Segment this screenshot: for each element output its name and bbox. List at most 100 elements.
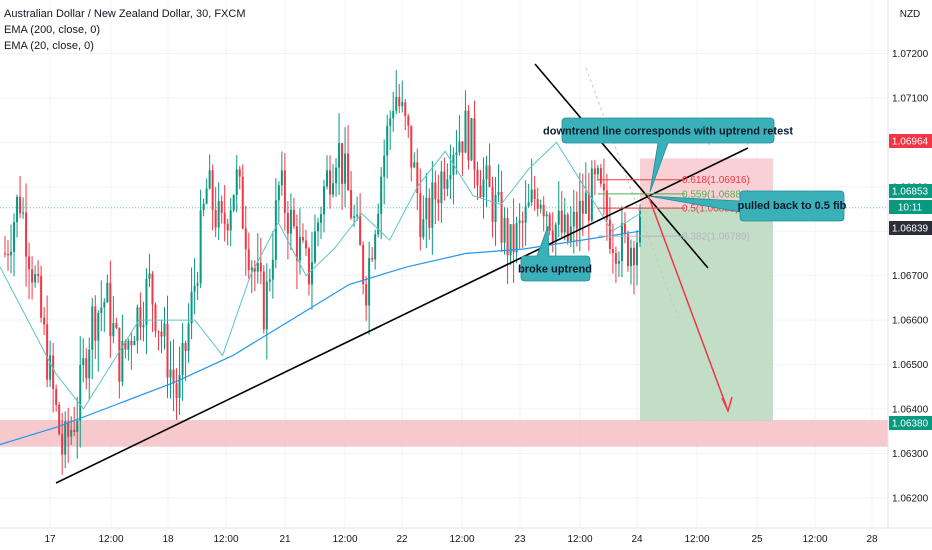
candle-body [632, 247, 635, 266]
candle-body [130, 340, 133, 346]
price-badge: 1.06853 [889, 184, 932, 198]
candle-body [187, 323, 190, 351]
candle-body [169, 369, 172, 378]
candle-body [341, 143, 344, 184]
ema200-legend: EMA (200, close, 0) [4, 24, 100, 36]
price-badge-label: 10:11 [898, 203, 923, 214]
candle-body [301, 237, 304, 241]
candle-body [461, 141, 464, 153]
candle-body [175, 383, 178, 398]
candle-body [244, 228, 247, 250]
candle-body [395, 96, 398, 111]
callout-label: broke uptrend [518, 264, 592, 276]
candle-body [229, 210, 232, 231]
fib-label: 0.618(1.06916) [682, 175, 750, 186]
callout-bubble [647, 190, 845, 222]
candle-body [127, 340, 130, 350]
candle-body [446, 179, 449, 189]
ema20-line [0, 141, 641, 410]
symbol-title: Australian Dollar / New Zealand Dollar, … [4, 8, 246, 20]
candle-body [259, 262, 262, 272]
candle-body [533, 189, 536, 200]
candle-body [479, 185, 482, 198]
projection-arrow-head [721, 396, 733, 414]
candle-body [353, 216, 356, 218]
candle-body [16, 196, 19, 223]
candle-body [178, 375, 181, 398]
price-badge: 10:11 [889, 200, 932, 214]
candle-body [262, 271, 265, 330]
candle-body [67, 421, 70, 437]
candle-body [295, 226, 298, 261]
candle-body [536, 199, 539, 209]
candle-body [85, 358, 88, 379]
time-axis-bg [0, 528, 932, 550]
projection-arrow [647, 194, 728, 409]
candle-body [289, 209, 292, 234]
candle-body [614, 252, 617, 264]
candle-body [626, 234, 629, 267]
candle-body [557, 210, 560, 225]
candle-body [602, 183, 605, 191]
candle-body [202, 203, 205, 211]
candle-body [55, 388, 58, 405]
y-tick-label: 1.06400 [892, 404, 929, 415]
candle-body [389, 118, 392, 126]
candle-body [440, 171, 443, 204]
candle-body [214, 209, 217, 228]
y-tick-label: 1.06700 [892, 271, 929, 282]
candle-body [34, 274, 37, 283]
y-tick-label: 1.07100 [892, 93, 929, 104]
candle-body [28, 256, 31, 270]
candle-body [419, 193, 422, 238]
candle-body [470, 118, 473, 161]
candle-body [473, 118, 476, 170]
candle-body [91, 306, 94, 350]
candle-body [313, 231, 316, 263]
candle-body [190, 291, 193, 324]
price-axis-bg [888, 0, 932, 550]
candle-body [365, 284, 368, 306]
candle-body [70, 429, 73, 437]
candle-body [292, 209, 295, 227]
candle-body [40, 275, 43, 318]
candle-body [338, 143, 341, 168]
candle-body [79, 365, 82, 421]
fib-label: 0.382(1.06789) [682, 232, 750, 243]
candle-body [271, 259, 274, 280]
price-badge-bg [889, 184, 932, 198]
candle-body [590, 168, 593, 221]
candle-body [335, 167, 338, 184]
candle-body [572, 211, 575, 227]
x-tick-label: 12:00 [449, 534, 474, 545]
candle-body [103, 302, 106, 308]
price-badge: 1.06839 [889, 221, 932, 235]
candle-body [88, 349, 91, 379]
candle-body [371, 258, 374, 260]
candle-body [623, 223, 626, 235]
candle-body [386, 125, 389, 156]
downtrend-line [534, 63, 709, 269]
candle-body [503, 217, 506, 243]
candle-body [368, 258, 371, 306]
x-tick-label: 17 [44, 534, 56, 545]
candle-body [7, 253, 10, 256]
candle-body [380, 176, 383, 214]
candle-body [467, 110, 470, 161]
candle-body [58, 404, 61, 435]
candle-body [347, 153, 350, 191]
candle-body [199, 210, 202, 284]
candle-body [620, 223, 623, 262]
candle-body [437, 199, 440, 204]
candle-body [584, 192, 587, 214]
candle-body [374, 234, 377, 260]
candle-body [310, 262, 313, 285]
x-tick-label: 18 [162, 534, 174, 545]
candle-body [512, 224, 515, 253]
candle-body [542, 204, 545, 217]
x-tick-label: 28 [866, 534, 878, 545]
candle-body [464, 110, 467, 153]
candle-body [82, 358, 85, 366]
candle-body [356, 215, 359, 217]
